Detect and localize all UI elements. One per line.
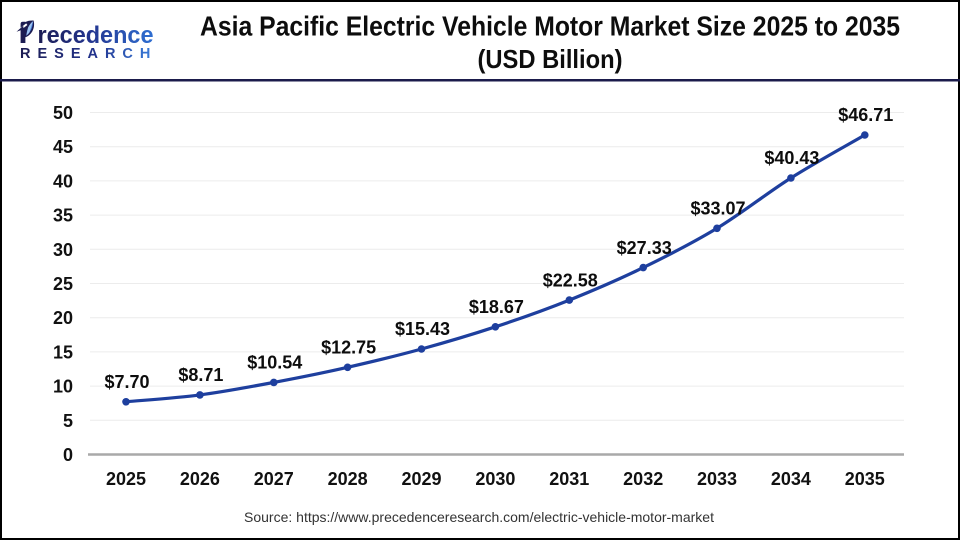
svg-text:50: 50 [53,103,73,123]
svg-text:5: 5 [63,411,73,431]
svg-text:0: 0 [63,445,73,465]
svg-text:2026: 2026 [180,469,220,489]
svg-text:(USD Billion): (USD Billion) [478,44,623,74]
svg-text:2029: 2029 [401,469,441,489]
svg-text:RESEARCH: RESEARCH [20,46,157,62]
svg-text:Asia Pacific Electric Vehicle: Asia Pacific Electric Vehicle Motor Mark… [200,11,900,42]
svg-text:30: 30 [53,240,73,260]
svg-text:$33.07: $33.07 [690,199,745,219]
svg-text:2033: 2033 [697,469,737,489]
svg-text:$7.70: $7.70 [104,372,149,392]
svg-text:$18.67: $18.67 [469,297,524,317]
svg-text:10: 10 [53,377,73,397]
svg-text:$12.75: $12.75 [321,338,376,358]
svg-text:2030: 2030 [475,469,515,489]
svg-text:40: 40 [53,171,73,191]
svg-text:$27.33: $27.33 [617,238,672,258]
svg-text:2028: 2028 [328,469,368,489]
svg-text:$46.71: $46.71 [838,105,893,125]
svg-text:20: 20 [53,308,73,328]
svg-text:25: 25 [53,274,73,294]
svg-text:2032: 2032 [623,469,663,489]
svg-text:$15.43: $15.43 [395,319,450,339]
svg-text:$22.58: $22.58 [543,270,598,290]
svg-text:2034: 2034 [771,469,811,489]
svg-text:2027: 2027 [254,469,294,489]
svg-text:$10.54: $10.54 [247,353,302,373]
svg-text:2035: 2035 [845,469,885,489]
svg-text:2031: 2031 [549,469,589,489]
svg-text:15: 15 [53,342,73,362]
svg-text:$40.43: $40.43 [764,148,819,168]
svg-text:35: 35 [53,206,73,226]
svg-text:45: 45 [53,137,73,157]
svg-text:Source: https://www.precedence: Source: https://www.precedenceresearch.c… [244,509,714,525]
svg-text:$8.71: $8.71 [178,365,223,385]
svg-text:recedence: recedence [38,22,154,49]
svg-text:2025: 2025 [106,469,146,489]
